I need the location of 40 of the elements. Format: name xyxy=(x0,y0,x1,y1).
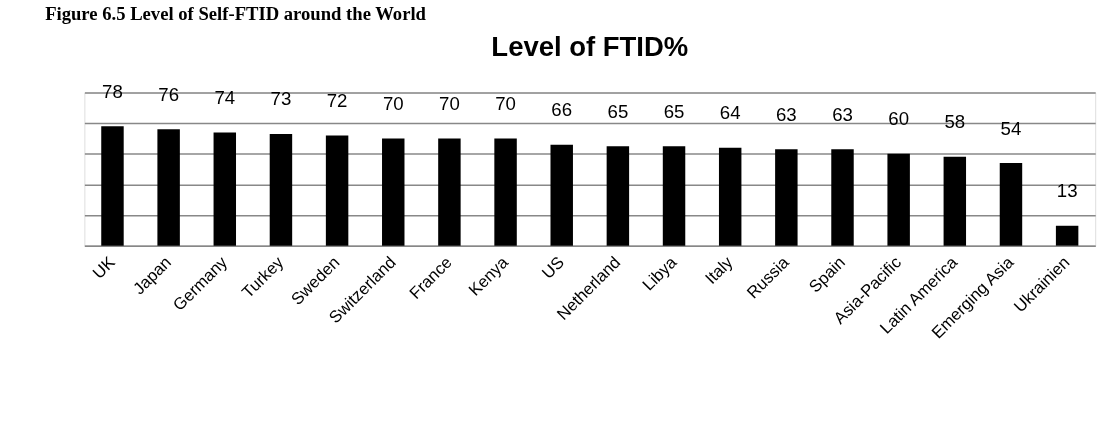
bar xyxy=(325,135,349,246)
data-label: 66 xyxy=(551,99,573,121)
bar xyxy=(269,133,293,246)
bar xyxy=(550,144,573,246)
bar xyxy=(718,147,742,246)
x-tick-label: UK xyxy=(88,252,119,283)
bar xyxy=(494,138,517,246)
caption: Figure 6.5 Level of Self-FTID around the World xyxy=(45,2,427,24)
bar xyxy=(943,156,967,246)
bar xyxy=(101,126,124,246)
bar xyxy=(606,146,630,246)
data-label: 70 xyxy=(382,93,404,115)
data-label: 76 xyxy=(158,83,179,105)
bar xyxy=(831,149,854,246)
bar xyxy=(382,138,405,246)
data-label: 63 xyxy=(775,103,797,125)
bar xyxy=(662,146,686,246)
data-label: 60 xyxy=(888,108,910,130)
x-tick-label: Italy xyxy=(701,252,737,288)
data-label: 58 xyxy=(944,111,966,133)
data-label: 65 xyxy=(607,100,629,122)
bar xyxy=(157,129,180,246)
data-label: 78 xyxy=(102,80,123,102)
bar xyxy=(438,138,461,246)
data-label: 73 xyxy=(270,88,292,110)
data-label: 63 xyxy=(832,103,853,125)
data-label: 70 xyxy=(495,93,516,115)
bar xyxy=(1055,225,1079,246)
data-label: 13 xyxy=(1056,180,1078,202)
data-label: 54 xyxy=(1000,117,1022,139)
data-label: 72 xyxy=(326,89,348,111)
bar xyxy=(999,163,1023,246)
chart-title: Level of FTID% xyxy=(491,30,689,62)
data-label: 64 xyxy=(719,102,741,124)
bar xyxy=(213,132,237,246)
bar xyxy=(887,153,910,246)
data-label: 65 xyxy=(663,100,685,122)
data-label: 70 xyxy=(439,93,460,115)
bar xyxy=(775,149,798,246)
data-label: 74 xyxy=(214,86,236,108)
